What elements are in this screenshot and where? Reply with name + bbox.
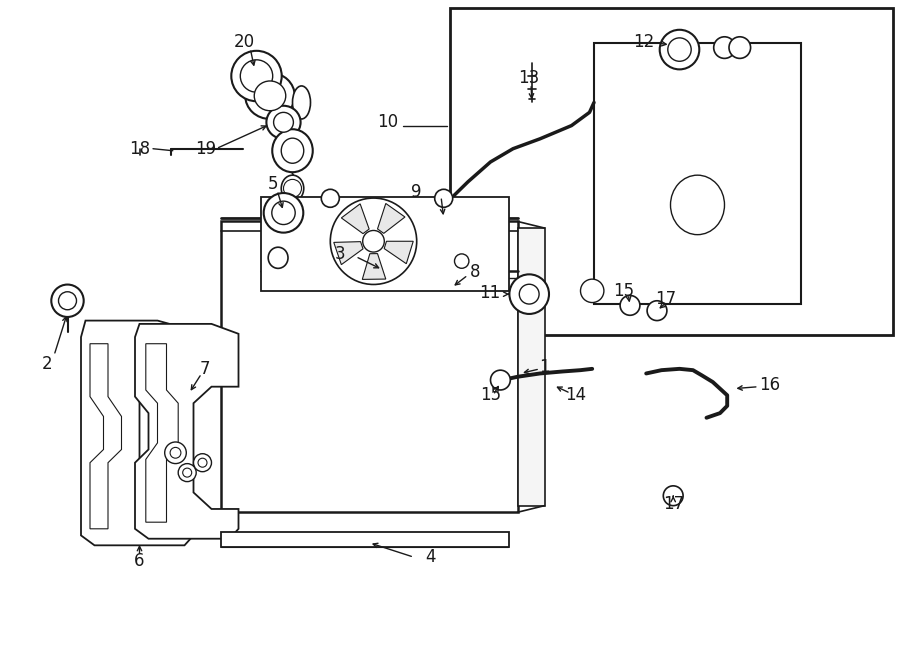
- Circle shape: [454, 254, 469, 268]
- Circle shape: [194, 453, 212, 472]
- Text: 12: 12: [633, 32, 654, 51]
- Circle shape: [321, 189, 339, 208]
- Circle shape: [647, 301, 667, 321]
- Text: 11: 11: [479, 284, 500, 302]
- Circle shape: [240, 59, 273, 93]
- Bar: [220, 532, 508, 547]
- Polygon shape: [377, 204, 405, 233]
- Circle shape: [231, 51, 282, 101]
- Text: 8: 8: [470, 263, 481, 282]
- Text: 18: 18: [129, 139, 150, 158]
- Circle shape: [178, 463, 196, 482]
- Circle shape: [660, 30, 699, 69]
- Text: 15: 15: [613, 282, 634, 300]
- Ellipse shape: [254, 81, 286, 110]
- Bar: [261, 197, 508, 291]
- Circle shape: [435, 189, 453, 208]
- Polygon shape: [146, 344, 178, 522]
- Ellipse shape: [274, 112, 293, 132]
- Polygon shape: [341, 204, 369, 233]
- Text: 7: 7: [200, 360, 211, 378]
- Circle shape: [183, 468, 192, 477]
- Text: 17: 17: [662, 494, 684, 513]
- Ellipse shape: [272, 130, 313, 172]
- Text: 13: 13: [518, 69, 539, 87]
- Bar: [220, 221, 518, 512]
- Circle shape: [284, 179, 302, 198]
- Text: 2: 2: [41, 354, 52, 373]
- Circle shape: [620, 295, 640, 315]
- Circle shape: [330, 198, 417, 284]
- Text: 3: 3: [335, 245, 346, 264]
- Ellipse shape: [245, 73, 295, 119]
- Circle shape: [714, 37, 735, 58]
- Polygon shape: [135, 324, 238, 539]
- Bar: [518, 228, 544, 506]
- Text: 10: 10: [377, 113, 398, 132]
- Circle shape: [363, 231, 384, 252]
- Ellipse shape: [670, 175, 724, 235]
- Ellipse shape: [292, 86, 310, 119]
- Polygon shape: [81, 321, 194, 545]
- Circle shape: [580, 279, 604, 303]
- Polygon shape: [363, 254, 386, 280]
- Ellipse shape: [281, 138, 304, 163]
- Circle shape: [58, 292, 76, 310]
- Text: 9: 9: [410, 182, 421, 201]
- Ellipse shape: [281, 175, 304, 202]
- Circle shape: [51, 284, 84, 317]
- Text: 17: 17: [655, 290, 677, 308]
- Polygon shape: [334, 242, 363, 264]
- Bar: [450, 8, 893, 335]
- Text: 6: 6: [134, 551, 145, 570]
- Text: 4: 4: [425, 547, 436, 566]
- Circle shape: [668, 38, 691, 61]
- Circle shape: [519, 284, 539, 304]
- Text: 14: 14: [565, 386, 587, 405]
- Polygon shape: [384, 241, 413, 264]
- Circle shape: [165, 442, 186, 463]
- Ellipse shape: [266, 106, 301, 139]
- Text: 19: 19: [194, 139, 216, 158]
- Circle shape: [729, 37, 751, 58]
- Text: 5: 5: [267, 175, 278, 193]
- Circle shape: [663, 486, 683, 506]
- Circle shape: [170, 447, 181, 458]
- Bar: [594, 43, 801, 304]
- Text: 1: 1: [539, 358, 550, 376]
- Circle shape: [264, 193, 303, 233]
- Text: 15: 15: [480, 386, 501, 405]
- Ellipse shape: [268, 247, 288, 268]
- Text: 20: 20: [234, 32, 256, 51]
- Circle shape: [491, 370, 510, 390]
- Polygon shape: [90, 344, 122, 529]
- Text: 16: 16: [759, 375, 779, 394]
- Circle shape: [509, 274, 549, 314]
- Circle shape: [272, 201, 295, 225]
- Circle shape: [198, 458, 207, 467]
